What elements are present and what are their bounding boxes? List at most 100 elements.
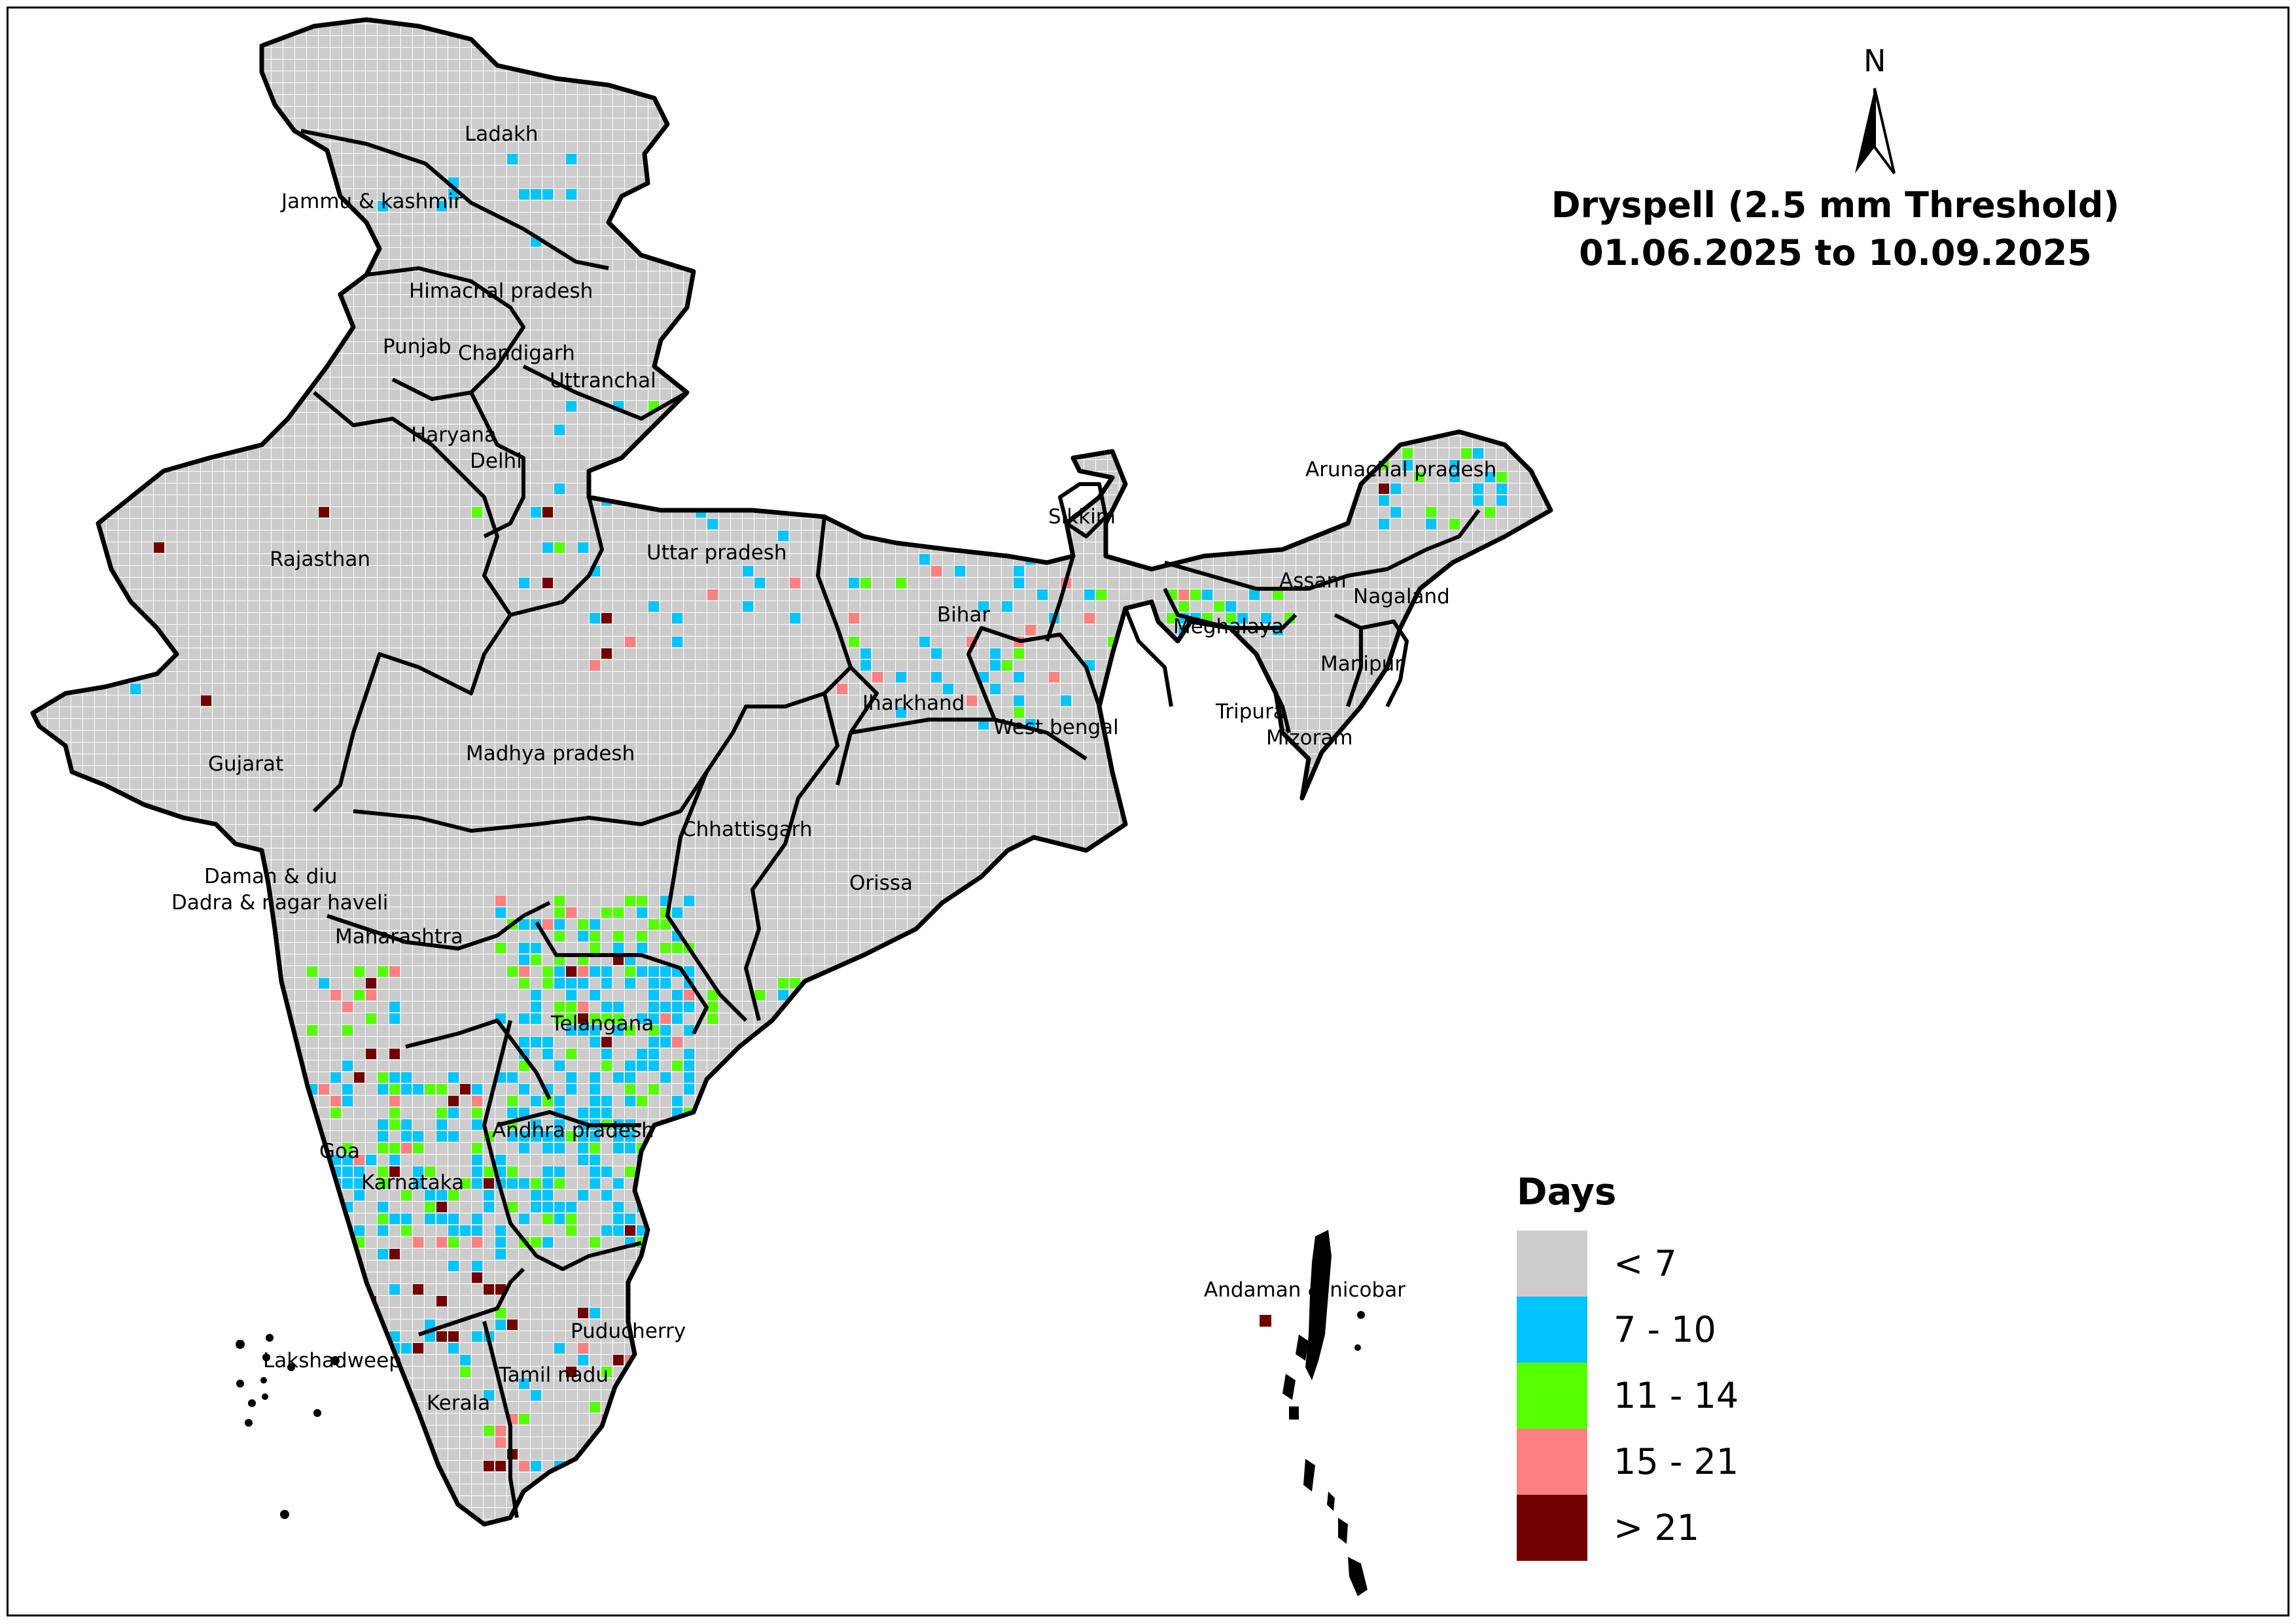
grid-cell [554, 896, 565, 906]
grid-cell [495, 1425, 506, 1436]
grid-cell [472, 1096, 482, 1106]
grid-cell [707, 589, 718, 600]
india-outline [30, 17, 1553, 1527]
grid-cell [648, 1013, 659, 1024]
grid-cell [731, 436, 741, 447]
label-andaman-nicobar: Andaman & nicobar [1204, 1278, 1405, 1302]
grid-cell [554, 978, 565, 988]
grid-cell [684, 1202, 694, 1212]
grid-cell [1014, 566, 1024, 576]
grid-cell [378, 1249, 388, 1259]
grid-cell [389, 966, 400, 977]
grid-cell [1402, 460, 1413, 470]
grid-cell [519, 1013, 529, 1024]
label-goa: Goa [319, 1140, 360, 1163]
grid-cell [448, 1213, 459, 1224]
grid-cell [684, 1190, 694, 1200]
grid-cell [542, 1178, 553, 1189]
grid-cell [142, 660, 152, 671]
label-punjab: Punjab [383, 335, 451, 358]
grid-cell [436, 1202, 447, 1212]
grid-cell [366, 1049, 376, 1059]
legend-label: > 21 [1614, 1507, 1700, 1548]
grid-cell [566, 1225, 576, 1236]
grid-cell [472, 1143, 482, 1153]
grid-cell [401, 1131, 412, 1142]
grid-cell [590, 1237, 600, 1248]
grid-cell [460, 1084, 470, 1094]
grid-cell [472, 1213, 482, 1224]
grid-cell [578, 1343, 588, 1353]
grid-cell [648, 1202, 659, 1212]
grid-cell [648, 1190, 659, 1200]
grid-cell [613, 931, 624, 941]
grid-cell [342, 1060, 353, 1071]
grid-cell [778, 978, 788, 988]
grid-cell [578, 1108, 588, 1118]
grid-cell [472, 1331, 482, 1342]
label-karnataka: Karnataka [361, 1171, 464, 1195]
grid-cell [495, 1461, 506, 1471]
grid-cell [542, 1037, 553, 1047]
grid-cell [378, 1131, 388, 1142]
grid-cell [542, 978, 553, 988]
grid-cell [966, 695, 977, 706]
grid-cell [601, 613, 612, 623]
grid-cell [484, 1178, 494, 1189]
grid-cell [542, 542, 553, 553]
grid-cell [566, 907, 576, 918]
grid-cell [1249, 589, 1260, 600]
grid-cell [837, 684, 847, 694]
grid-cell [637, 1449, 647, 1459]
grid-cell [342, 1155, 353, 1165]
grid-cell [531, 1190, 541, 1200]
grid-cell [566, 1072, 576, 1083]
grid-cell [601, 1037, 612, 1047]
grid-cell [484, 1284, 494, 1295]
grid-cell [448, 1072, 459, 1083]
grid-cell [990, 648, 1000, 659]
grid-cell [389, 1249, 400, 1259]
grid-cell [978, 672, 989, 682]
grid-cell [601, 1108, 612, 1118]
grid-cell [601, 1002, 612, 1012]
legend-label: 7 - 10 [1614, 1309, 1716, 1350]
grid-cell [613, 1496, 624, 1507]
label-mizoram: Mizoram [1266, 726, 1353, 750]
grid-cell [413, 1178, 423, 1189]
grid-cell [542, 1202, 553, 1212]
grid-cell [860, 648, 871, 659]
grid-cell [354, 1072, 364, 1083]
grid-cell [1461, 448, 1472, 459]
grid-cell [578, 1013, 588, 1024]
grid-cell [448, 1108, 459, 1118]
grid-cell [578, 1355, 588, 1365]
grid-cell [1449, 519, 1460, 529]
grid-cell [613, 907, 624, 918]
grid-cell [554, 1002, 565, 1012]
grid-cell [754, 990, 765, 1000]
grid-cell [578, 1155, 588, 1165]
grid-cell [990, 660, 1000, 671]
grid-cell [766, 495, 777, 506]
grid-cell [1449, 472, 1460, 482]
grid-cell [554, 483, 565, 494]
grid-cell [401, 1213, 412, 1224]
label-dadra-nagar-haveli: Dadra & nagar haveli [171, 891, 388, 915]
grid-cell [625, 637, 635, 647]
grid-cell [448, 1237, 459, 1248]
grid-cell [519, 1178, 529, 1189]
grid-cell [802, 483, 812, 494]
grid-cell [625, 1166, 635, 1177]
grid-cell [495, 896, 506, 906]
grid-cell [684, 1072, 694, 1083]
grid-cell [472, 1237, 482, 1248]
label-tripura: Tripura [1215, 700, 1286, 724]
grid-cell [943, 684, 953, 694]
grid-cell [660, 978, 671, 988]
grid-cell [1485, 472, 1495, 482]
grid-cell [436, 1331, 447, 1342]
grid-cell [554, 919, 565, 930]
grid-cell [625, 1084, 635, 1094]
grid-cell [330, 990, 341, 1000]
